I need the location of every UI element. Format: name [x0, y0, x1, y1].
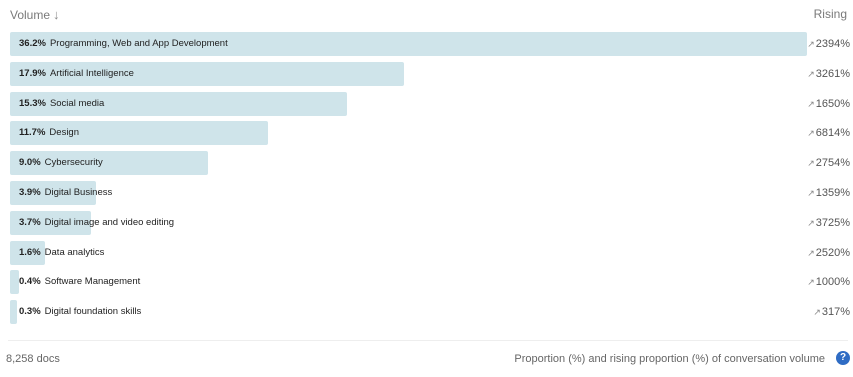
trend-up-icon: ↗ [807, 98, 815, 109]
bar-label: 0.4% Software Management [19, 270, 140, 294]
rising-value-text: 3725% [815, 216, 850, 229]
bar-value-label: 15.3% [19, 97, 46, 109]
trend-up-icon: ↗ [807, 68, 815, 79]
bar-category-label: Digital foundation skills [44, 306, 142, 318]
bar-category-label: Social media [49, 97, 105, 109]
bar-row[interactable]: 0.3% Digital foundation skills ↗317% [10, 300, 850, 325]
sort-volume-label: Volume [10, 7, 51, 22]
bar-value-label: 3.7% [19, 216, 41, 228]
bar-category-label: Data analytics [44, 246, 105, 258]
bar-label: 1.6% Data analytics [19, 241, 104, 265]
bar [10, 91, 347, 116]
bar-category-label: Digital Business [44, 187, 113, 198]
rising-value: ↗2754% [807, 151, 850, 175]
bar [10, 300, 17, 325]
bar-row[interactable]: 36.2% Programming, Web and App Developmen… [10, 32, 850, 56]
bar-value-label: 9.0% [19, 157, 41, 169]
trend-up-icon: ↗ [807, 277, 815, 288]
bar-label: 17.9% Artificial Intelligence [19, 62, 134, 86]
bar-value-label: 0.3% [19, 306, 41, 318]
rising-value: ↗6814% [807, 121, 850, 145]
bar-value-label: 11.7% [19, 127, 46, 139]
bar-row[interactable]: 0.4% Software Management ↗1000% [10, 270, 850, 295]
rising-value: ↗2520% [807, 241, 850, 265]
bar-row[interactable]: 1.6% Data analytics ↗2520% [10, 240, 850, 265]
bar-value-label: 17.9% [19, 67, 46, 79]
bar-row[interactable]: 17.9% Artificial Intelligence ↗3261% [10, 61, 850, 86]
trend-up-icon: ↗ [807, 217, 815, 228]
rising-value: ↗1650% [807, 92, 850, 116]
trend-up-icon: ↗ [813, 307, 821, 318]
trend-up-icon: ↗ [807, 39, 815, 49]
sort-volume-button[interactable]: Volume ↓ [10, 7, 60, 22]
bar-row[interactable]: 3.7% Digital image and video editing ↗3725… [10, 210, 850, 235]
bar-label: 11.7% Design [19, 121, 79, 145]
bar-label: 3.7% Digital image and video editing [19, 211, 174, 235]
rising-column-header: Rising [813, 7, 847, 21]
chart-caption: Proportion (%) and rising proportion (%)… [514, 353, 825, 365]
bar-label: 15.3% Social media [19, 92, 104, 116]
bar-category-label: Software Management [44, 276, 141, 288]
bar-value-label: 1.6% [19, 246, 41, 258]
rising-value: ↗1359% [807, 181, 850, 205]
rising-value: ↗1000% [807, 270, 850, 294]
rising-value-text: 6814% [815, 127, 850, 140]
rising-value-text: 317% [821, 306, 850, 319]
bar-label: 3.9% Digital Business [19, 181, 112, 205]
rising-value-text: 1650% [815, 97, 850, 110]
bar-category-label: Artificial Intelligence [49, 67, 134, 79]
bar-value-label: 36.2% [19, 38, 46, 49]
bar [10, 210, 92, 235]
bar-category-label: Programming, Web and App Development [49, 38, 228, 49]
rising-value-text: 2394% [815, 38, 850, 50]
rising-value: ↗3261% [807, 62, 850, 86]
help-icon[interactable]: ? [836, 351, 850, 365]
bar-category-label: Cybersecurity [44, 157, 103, 169]
doc-count: 8,258 docs [6, 353, 60, 365]
bar-label: 0.3% Digital foundation skills [19, 300, 141, 324]
bar-row[interactable]: 15.3% Social media ↗1650% [10, 91, 850, 116]
table-header: Volume ↓ Rising [0, 0, 853, 30]
bar-label: 9.0% Cybersecurity [19, 151, 103, 175]
bar-category-label: Digital image and video editing [44, 216, 175, 228]
trend-up-icon: ↗ [807, 188, 815, 198]
rising-value: ↗317% [813, 300, 850, 324]
rising-value-text: 2754% [815, 157, 850, 170]
bar-category-label: Design [49, 127, 79, 139]
rising-value-text: 1359% [815, 187, 850, 199]
bar-row[interactable]: 9.0% Cybersecurity ↗2754% [10, 151, 850, 176]
divider [8, 340, 848, 341]
rising-value: ↗3725% [807, 211, 850, 235]
bar [10, 151, 209, 176]
rising-value-text: 3261% [815, 67, 850, 80]
bar-value-label: 3.9% [19, 187, 41, 198]
bar [10, 32, 807, 56]
bar [10, 270, 19, 295]
bar [10, 240, 46, 265]
rising-value: ↗2394% [807, 32, 850, 56]
rising-value-text: 1000% [815, 276, 850, 289]
bar [10, 121, 268, 146]
trend-up-icon: ↗ [807, 158, 815, 169]
bar-row[interactable]: 11.7% Design ↗6814% [10, 121, 850, 146]
bar [10, 181, 96, 205]
bar-row[interactable]: 3.9% Digital Business ↗1359% [10, 181, 850, 205]
bar-label: 36.2% Programming, Web and App Developmen… [19, 32, 228, 56]
bar-chart: 36.2% Programming, Web and App Developmen… [0, 30, 853, 330]
bar-value-label: 0.4% [19, 276, 41, 288]
bar [10, 61, 405, 86]
arrow-down-icon: ↓ [53, 7, 60, 22]
trend-up-icon: ↗ [807, 247, 815, 258]
trend-up-icon: ↗ [807, 128, 815, 139]
rising-value-text: 2520% [815, 246, 850, 259]
